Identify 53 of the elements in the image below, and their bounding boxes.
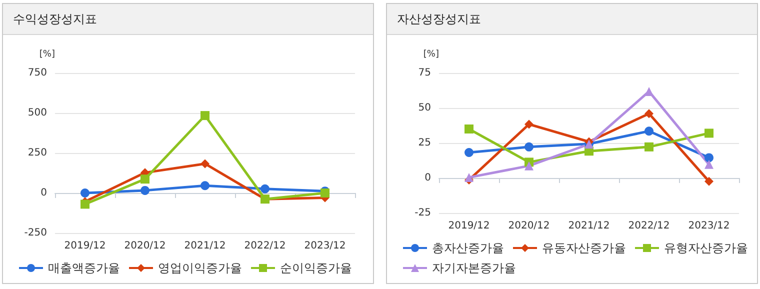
legend-label: 순이익증가율	[280, 261, 352, 275]
point	[644, 86, 654, 96]
x-tick-label: 2019/12	[448, 220, 490, 232]
y-tick-label: 250	[28, 148, 47, 158]
point	[464, 172, 474, 182]
chart-title: 자산성장성지표	[387, 4, 757, 35]
legend-label: 유형자산증가율	[664, 241, 748, 255]
y-tick-label: 75	[418, 68, 431, 78]
point	[524, 161, 534, 170]
y-tick-label: 25	[418, 138, 431, 148]
point	[524, 120, 534, 129]
point	[200, 181, 210, 190]
point	[644, 142, 654, 152]
y-tick-label: 0	[40, 188, 47, 198]
legend-label: 자기자본증가율	[432, 261, 516, 275]
y-axis-title: [%]	[39, 50, 55, 60]
x-tick-label: 2023/12	[304, 240, 346, 252]
point	[200, 159, 210, 168]
legend-label: 매출액증가율	[48, 261, 120, 275]
point	[644, 126, 654, 136]
point	[80, 188, 90, 198]
x-tick-label: 2023/12	[688, 220, 730, 232]
point	[464, 148, 474, 158]
x-tick-label: 2019/12	[64, 240, 106, 252]
point	[200, 111, 210, 120]
point	[260, 184, 270, 194]
x-tick-label: 2022/12	[244, 240, 286, 252]
y-tick-label: 750	[28, 68, 47, 78]
point	[464, 124, 474, 134]
point	[704, 160, 714, 169]
y-axis-title: [%]	[423, 50, 439, 60]
x-tick-label: 2020/12	[124, 240, 166, 252]
point	[644, 109, 654, 118]
y-tick-label: 50	[418, 102, 431, 114]
x-tick-label: 2021/12	[568, 220, 610, 232]
y-tick-label: -250	[24, 228, 47, 238]
x-tick-label: 2021/12	[184, 240, 226, 252]
chart-title: 수익성장성지표	[3, 4, 373, 35]
point	[80, 200, 90, 209]
y-tick-label: 500	[28, 108, 47, 118]
x-tick-label: 2020/12	[508, 220, 550, 232]
y-tick-label: 0	[424, 172, 431, 184]
legend-label: 총자산증가율	[432, 241, 504, 255]
y-tick-label: -25	[414, 208, 431, 218]
legend-label: 유동자산증가율	[542, 241, 626, 255]
x-tick-label: 2022/12	[628, 220, 670, 232]
legend-label: 영업이익증가율	[158, 261, 242, 275]
point	[704, 153, 714, 162]
point	[140, 186, 150, 195]
point	[704, 176, 714, 186]
point	[704, 128, 714, 138]
point	[140, 174, 150, 184]
point	[524, 142, 534, 152]
